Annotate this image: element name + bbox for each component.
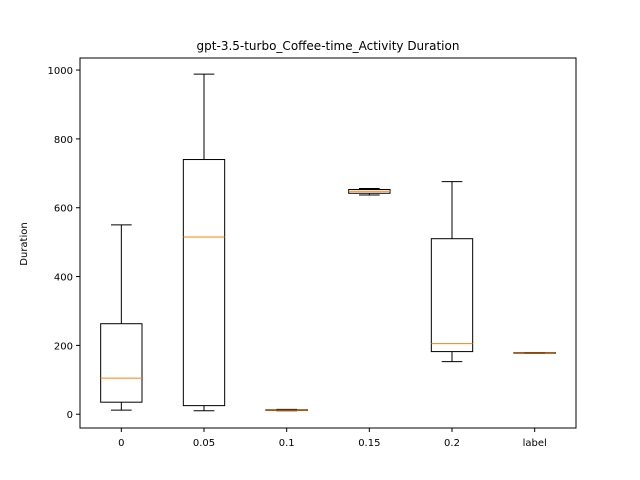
box-group: [430, 181, 474, 363]
y-tick-label: 400: [54, 273, 73, 284]
x-tick-label: 0.15: [358, 438, 380, 449]
box-group: [348, 187, 391, 196]
iqr-box: [182, 159, 226, 407]
box-group: [265, 408, 308, 412]
y-tick-label: 0: [67, 410, 73, 421]
y-axis-label: Duration: [19, 222, 30, 265]
x-tick-label: 0.2: [444, 438, 460, 449]
y-tick-label: 600: [54, 204, 73, 215]
chart-title: gpt-3.5-turbo_Coffee-time_Activity Durat…: [197, 39, 460, 53]
y-tick-label: 1000: [48, 66, 73, 77]
y-tick-label: 200: [54, 341, 73, 352]
box-group: [513, 352, 556, 354]
iqr-box: [100, 323, 143, 403]
plot-area: 0 200 400 600 800 1000 0 0.05 0.1 0.15 0.2 label: [48, 66, 556, 449]
box-group: [100, 224, 143, 411]
y-tick-label: 800: [54, 135, 73, 146]
axes-frame: [79, 57, 577, 429]
x-tick-label: label: [523, 438, 547, 449]
x-tick-label: 0: [118, 438, 124, 449]
iqr-box: [430, 238, 474, 353]
x-tick-label: 0.05: [193, 438, 215, 449]
x-tick-label: 0.1: [279, 438, 295, 449]
box-group: [182, 73, 226, 412]
